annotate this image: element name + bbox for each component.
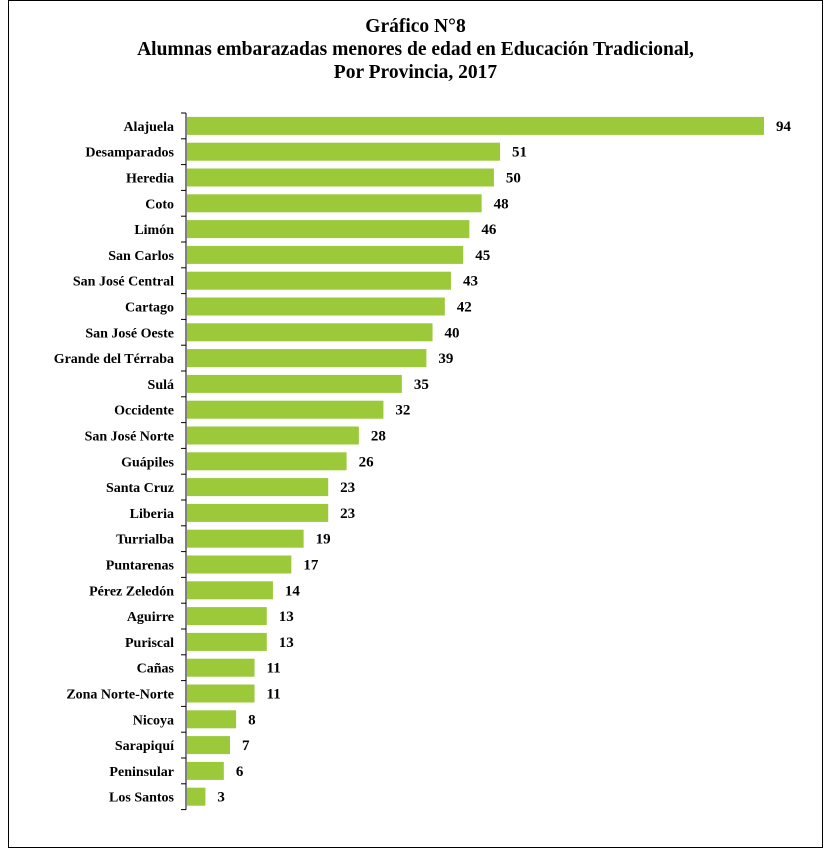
value-label: 13	[279, 609, 294, 625]
category-label: Pérez Zeledón	[89, 584, 174, 599]
bar	[187, 684, 255, 703]
value-label: 8	[248, 712, 256, 728]
category-label: Zona Norte-Norte	[66, 688, 174, 703]
chart-title-block: Gráfico N°8 Alumnas embarazadas menores …	[9, 15, 822, 84]
value-label: 3	[217, 790, 225, 806]
category-label: Sarapiquí	[115, 739, 175, 754]
value-label: 19	[316, 532, 331, 548]
bar	[187, 400, 384, 419]
category-label: Turrialba	[116, 533, 174, 548]
category-label: Occidente	[114, 404, 174, 419]
value-label: 7	[242, 738, 250, 754]
category-label: Puntarenas	[106, 559, 175, 574]
bar	[187, 581, 273, 600]
value-label: 35	[414, 377, 429, 393]
category-label: Cañas	[137, 662, 175, 677]
value-label: 17	[303, 558, 319, 574]
category-label: Nicoya	[133, 713, 174, 728]
category-label: Cartago	[125, 301, 174, 316]
value-labels-group: 9451504846454342403935322826232319171413…	[217, 119, 791, 806]
category-label: Guápiles	[121, 455, 174, 470]
category-label: Heredia	[126, 172, 174, 187]
value-label: 50	[506, 171, 521, 187]
bar	[187, 323, 433, 342]
category-label: Aguirre	[127, 610, 174, 625]
bar	[187, 297, 445, 316]
bar	[187, 452, 347, 471]
bar	[187, 529, 304, 548]
value-label: 11	[267, 687, 281, 703]
bar	[187, 194, 482, 213]
chart-title: Gráfico N°8	[365, 16, 466, 37]
value-label: 23	[340, 480, 355, 496]
bar	[187, 426, 359, 445]
value-label: 26	[359, 454, 375, 470]
category-label: Los Santos	[109, 791, 175, 806]
bar	[187, 710, 237, 729]
bar	[187, 478, 329, 497]
value-label: 40	[445, 325, 460, 341]
bar	[187, 658, 255, 677]
category-label: San Carlos	[108, 249, 174, 264]
bar	[187, 761, 224, 780]
value-label: 51	[512, 145, 527, 161]
chart-frame: Gráfico N°8 Alumnas embarazadas menores …	[8, 0, 823, 848]
bars-group	[187, 116, 764, 806]
bar	[187, 632, 267, 651]
value-label: 11	[267, 661, 281, 677]
bar	[187, 116, 764, 135]
bar	[187, 787, 206, 806]
bar	[187, 736, 230, 755]
category-label: Puriscal	[125, 636, 174, 651]
bar	[187, 374, 402, 393]
category-label: Sulá	[148, 378, 174, 393]
value-label: 45	[475, 248, 490, 264]
bar	[187, 245, 464, 264]
y-axis-ticks	[181, 112, 186, 811]
category-label: Limón	[134, 223, 174, 238]
category-label: Peninsular	[109, 765, 174, 780]
value-label: 42	[457, 300, 472, 316]
category-label: Coto	[145, 197, 174, 212]
value-label: 28	[371, 429, 386, 445]
value-label: 43	[463, 274, 478, 290]
value-label: 14	[285, 583, 301, 599]
value-label: 32	[395, 403, 410, 419]
bar	[187, 271, 451, 290]
bar	[187, 168, 494, 187]
chart-subtitle-line-1: Alumnas embarazadas menores de edad en E…	[137, 39, 694, 60]
category-label: San José Oeste	[85, 326, 174, 341]
value-label: 48	[494, 196, 509, 212]
bar	[187, 607, 267, 626]
value-label: 13	[279, 635, 294, 651]
category-label: San José Norte	[85, 430, 174, 445]
category-label: Desamparados	[85, 146, 174, 161]
value-label: 39	[438, 351, 453, 367]
value-label: 6	[236, 764, 244, 780]
bar	[187, 220, 470, 239]
category-labels-group: Alajuela Desamparados Heredia Coto Limón San …	[54, 120, 175, 806]
bar	[187, 555, 292, 574]
category-label: San José Central	[73, 275, 174, 290]
chart-subtitle-line-2: Por Provincia, 2017	[333, 62, 498, 83]
value-label: 94	[776, 119, 792, 135]
bar	[187, 142, 501, 161]
value-label: 23	[340, 506, 355, 522]
category-label: Liberia	[130, 507, 174, 522]
category-label: Alajuela	[123, 120, 174, 135]
bar	[187, 349, 427, 368]
value-label: 46	[481, 222, 497, 238]
bar	[187, 503, 329, 522]
category-label: Santa Cruz	[106, 481, 174, 496]
category-label: Grande del Térraba	[54, 352, 174, 367]
